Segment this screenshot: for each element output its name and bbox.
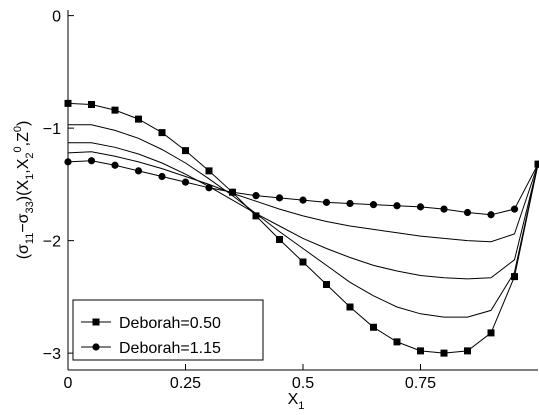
- y-axis-label-part: )(X: [15, 180, 32, 202]
- series-line: [67, 151, 539, 243]
- y-axis-label-part: 33: [24, 201, 36, 213]
- data-point: [275, 194, 284, 202]
- data-point: [111, 106, 119, 114]
- data-point: [135, 115, 142, 123]
- data-point: [511, 273, 518, 281]
- x-axis-label: X1: [288, 391, 305, 412]
- y-axis-label-part: 1: [24, 174, 36, 180]
- data-point: [64, 158, 72, 166]
- data-point: [228, 188, 237, 196]
- series-layer: [64, 99, 539, 357]
- data-point: [440, 205, 448, 213]
- series-line: [68, 124, 539, 318]
- data-point: [323, 281, 330, 288]
- y-axis-label-part: 2: [24, 153, 36, 159]
- data-point: [299, 258, 307, 266]
- data-point: [252, 192, 260, 200]
- y-tick-label: −3: [43, 346, 61, 363]
- y-axis-label-part: −σ: [15, 213, 32, 232]
- data-point: [393, 202, 401, 210]
- y-axis-label-part: 0: [12, 126, 24, 132]
- data-point: [252, 212, 260, 220]
- x-tick-label: 0.75: [405, 375, 436, 392]
- data-point: [134, 167, 143, 175]
- x-tick-label: 0.25: [170, 375, 201, 392]
- x-tick-label: 0: [64, 375, 73, 392]
- y-axis-label-part: 11: [24, 233, 36, 244]
- data-point: [417, 347, 424, 355]
- data-point: [205, 167, 213, 175]
- data-point: [182, 147, 189, 155]
- x-tick-label: 0.5: [292, 375, 314, 392]
- series-3: [68, 142, 539, 280]
- y-tick-label: −2: [43, 234, 61, 251]
- y-tick-label: −1: [43, 121, 61, 138]
- legend-item: Deborah=1.15: [81, 340, 221, 357]
- data-point: [88, 101, 95, 108]
- data-point: [487, 329, 495, 337]
- data-point: [346, 303, 354, 311]
- data-point: [205, 184, 213, 192]
- series-1: [64, 99, 539, 357]
- data-point: [276, 236, 283, 243]
- data-point: [393, 338, 401, 346]
- series-5: [64, 157, 539, 219]
- legend-box: [72, 299, 264, 361]
- legend-label: Deborah=0.50: [119, 315, 221, 332]
- data-point: [534, 160, 539, 168]
- data-point: [464, 347, 471, 355]
- y-axis-label-part: (σ: [15, 244, 32, 259]
- y-axis-label: (σ11−σ33)(X1,X20,Z0): [12, 121, 36, 260]
- data-point: [64, 99, 72, 107]
- data-point: [510, 205, 519, 213]
- legend-item: Deborah=0.50: [81, 315, 221, 332]
- y-axis-label-part: ,Z: [15, 132, 32, 146]
- legend: Deborah=0.50 Deborah=1.15: [72, 299, 264, 361]
- data-point: [416, 203, 425, 211]
- legend-label: Deborah=1.15: [119, 340, 221, 357]
- data-point: [369, 201, 378, 209]
- series-4: [67, 151, 539, 243]
- data-point: [487, 211, 495, 219]
- data-point: [111, 161, 119, 169]
- legend-marker: [92, 318, 100, 326]
- data-point: [322, 198, 331, 206]
- legend-marker: [92, 343, 100, 351]
- data-point: [158, 172, 166, 181]
- data-point: [299, 196, 307, 204]
- data-point: [181, 178, 190, 186]
- y-axis-label-part: ,X: [15, 158, 32, 173]
- data-point: [346, 199, 354, 208]
- data-point: [158, 129, 166, 137]
- series-2: [68, 124, 539, 318]
- data-point: [463, 208, 472, 217]
- y-axis-label-part: 0: [12, 146, 24, 152]
- data-point: [440, 349, 448, 357]
- y-tick-label: 0: [52, 9, 61, 26]
- series-line: [68, 142, 539, 280]
- data-point: [87, 157, 96, 165]
- data-point: [370, 323, 377, 331]
- y-axis-label-part: ): [15, 121, 32, 126]
- axis-ticks: 0 0.25 0.5 0.75 0 −1 −2 −3: [43, 9, 436, 392]
